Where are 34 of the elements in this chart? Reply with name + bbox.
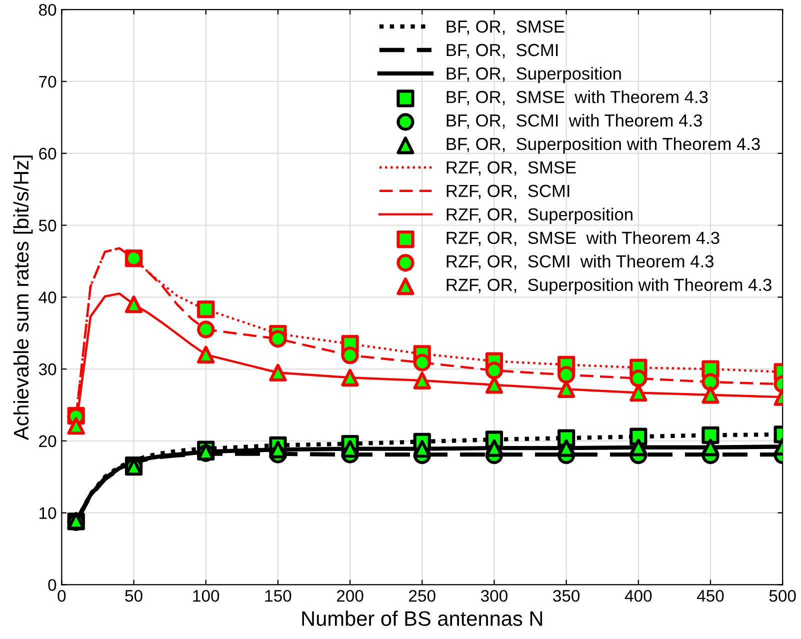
- y-tick-label: 0: [48, 579, 56, 591]
- legend-label: RZF, OR, Superposition: [446, 208, 632, 224]
- legend-label: RZF, OR, SMSE with Theorem 4.3: [446, 231, 720, 246]
- x-tick-label: 350: [553, 590, 580, 602]
- y-tick-label: 60: [39, 148, 56, 160]
- x-tick-label: 150: [265, 590, 292, 602]
- y-axis-title: Achievable sum rates [bit/s/Hz]: [13, 156, 33, 440]
- x-tick-label: 100: [193, 590, 220, 602]
- legend-label: BF, OR, Superposition with Theorem 4.3: [446, 137, 760, 154]
- legend-label: BF, OR, SMSE: [446, 20, 564, 35]
- legend-label: RZF, OR, SCMI: [446, 184, 570, 200]
- x-tick-label: 50: [125, 590, 142, 602]
- x-axis-title: Number of BS antennas N: [302, 610, 542, 626]
- x-tick-label: 450: [696, 590, 724, 602]
- y-tick-label: 20: [39, 435, 56, 448]
- x-tick-label: 300: [480, 590, 508, 602]
- y-tick-label: 10: [40, 507, 56, 519]
- x-tick-label: 250: [409, 590, 436, 602]
- y-tick-label: 50: [38, 220, 56, 232]
- legend-label: RZF, OR, SCMI with Theorem 4.3: [446, 254, 714, 270]
- y-tick-label: 80: [39, 4, 56, 16]
- x-tick-label: 500: [769, 590, 796, 602]
- legend-label: BF, OR, SMSE with Theorem 4.3: [446, 90, 708, 106]
- legend-label: BF, OR, Superposition: [446, 66, 621, 84]
- x-tick-label: 400: [624, 590, 652, 602]
- y-tick-label: 40: [38, 292, 56, 304]
- y-tick-label: 70: [39, 76, 56, 88]
- y-tick-label: 30: [38, 363, 56, 376]
- legend-label: RZF, OR, SMSE: [446, 161, 576, 176]
- x-tick-label: 0: [58, 590, 66, 602]
- legend-label: RZF, OR, Superposition with Theorem 4.3: [446, 278, 772, 294]
- legend-label: BF, OR, SCMI: [446, 44, 558, 58]
- x-tick-label: 200: [336, 590, 364, 602]
- legend-label: BF, OR, SCMI with Theorem 4.3: [446, 114, 702, 129]
